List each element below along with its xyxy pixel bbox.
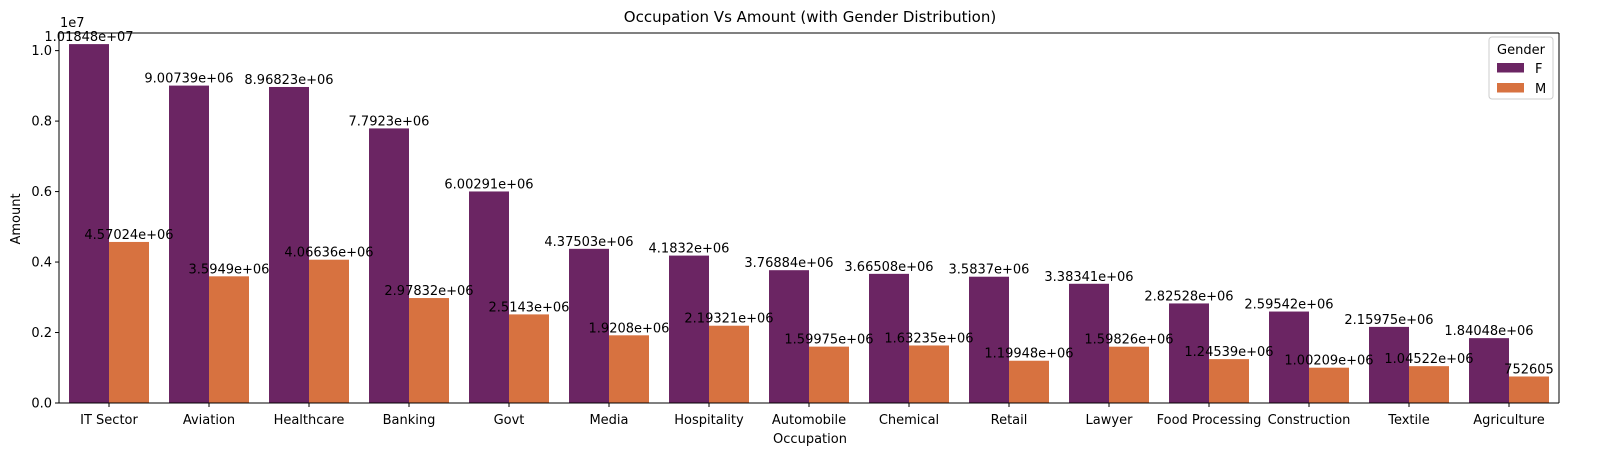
data-label: 2.15975e+06 — [1344, 313, 1433, 328]
bar-m-10 — [1109, 346, 1149, 403]
data-label: 1.84048e+06 — [1444, 324, 1533, 339]
bar-m-9 — [1009, 360, 1049, 403]
bar-f-5 — [569, 248, 609, 403]
bar-f-13 — [1369, 326, 1409, 403]
x-tick-label: Food Processing — [1157, 413, 1262, 428]
data-label: 4.1832e+06 — [649, 242, 730, 257]
data-label: 3.5949e+06 — [189, 262, 270, 277]
y-tick-label: 1.0 — [31, 44, 52, 59]
x-tick-label: Banking — [383, 413, 436, 428]
x-tick-label: Agriculture — [1473, 413, 1545, 428]
data-label: 4.06636e+06 — [284, 246, 373, 261]
bar-f-10 — [1069, 283, 1109, 403]
bar-m-5 — [609, 335, 649, 403]
y-tick-label: 0.2 — [31, 326, 52, 341]
x-axis-label: Occupation — [773, 432, 847, 447]
bar-m-1 — [209, 276, 249, 403]
data-label: 6.00291e+06 — [444, 177, 533, 192]
plot-area: 1.01848e+07 9.00739e+06 8.96823e+06 7.7923e… — [31, 30, 1560, 428]
x-tick-label: Lawyer — [1086, 413, 1134, 428]
data-label: 1.04522e+06 — [1384, 352, 1473, 367]
legend-label: F — [1535, 62, 1542, 77]
data-label: 1.63235e+06 — [884, 331, 973, 346]
data-label: 3.76884e+06 — [744, 256, 833, 271]
bar-f-8 — [869, 273, 909, 403]
x-tick-label: Media — [589, 413, 628, 428]
bar-m-13 — [1409, 366, 1449, 403]
data-label: 3.5837e+06 — [949, 263, 1030, 278]
bar-m-14 — [1509, 376, 1549, 403]
x-tick-label: Healthcare — [274, 413, 345, 428]
bar-f-12 — [1269, 311, 1309, 403]
bar-f-4 — [469, 191, 509, 403]
data-label: 2.97832e+06 — [384, 284, 473, 299]
chart-title: Occupation Vs Amount (with Gender Distri… — [624, 8, 996, 26]
x-tick-label: Aviation — [183, 413, 235, 428]
bar-m-0 — [109, 241, 149, 403]
y-tick-label: 0.8 — [31, 115, 52, 130]
legend-label: M — [1535, 82, 1546, 97]
data-label: 2.82528e+06 — [1144, 289, 1233, 304]
bar-f-2 — [269, 86, 309, 403]
legend: Gender FM — [1488, 36, 1554, 100]
data-label: 1.01848e+07 — [44, 30, 133, 45]
bar-m-7 — [809, 346, 849, 403]
data-label: 4.57024e+06 — [84, 228, 173, 243]
data-label: 1.19948e+06 — [984, 347, 1073, 362]
legend-swatch-f — [1497, 63, 1524, 73]
data-label: 1.59975e+06 — [784, 333, 873, 348]
bar-f-0 — [69, 44, 109, 403]
data-label: 2.5143e+06 — [489, 300, 570, 315]
bar-m-6 — [709, 325, 749, 403]
bar-m-4 — [509, 314, 549, 403]
data-label: 1.00209e+06 — [1284, 354, 1373, 369]
data-label: 7.7923e+06 — [349, 114, 430, 129]
y-axis-label: Amount — [9, 193, 24, 244]
bar-f-14 — [1469, 338, 1509, 403]
x-tick-label: IT Sector — [80, 413, 138, 428]
data-label: 1.59826e+06 — [1084, 333, 1173, 348]
bar-m-2 — [309, 259, 349, 403]
data-label: 3.38341e+06 — [1044, 270, 1133, 285]
bar-f-9 — [969, 276, 1009, 403]
x-tick-label: Automobile — [772, 413, 846, 428]
legend-title: Gender — [1497, 43, 1546, 58]
bar-f-3 — [369, 128, 409, 403]
data-label: 3.66508e+06 — [844, 260, 933, 275]
data-label: 752605 — [1504, 362, 1554, 377]
bar-f-11 — [1169, 303, 1209, 403]
bar-m-8 — [909, 345, 949, 403]
y-tick-label: 0.6 — [31, 185, 52, 200]
data-label: 2.19321e+06 — [684, 312, 773, 327]
data-label: 1.9208e+06 — [589, 321, 670, 336]
data-label: 2.59542e+06 — [1244, 298, 1333, 313]
legend-swatch-m — [1497, 83, 1524, 93]
data-label: 9.00739e+06 — [144, 72, 233, 87]
x-tick-label: Hospitality — [674, 413, 744, 428]
x-tick-label: Chemical — [879, 413, 939, 428]
bar-f-6 — [669, 255, 709, 403]
bar-f-7 — [769, 270, 809, 403]
y-tick-label: 0.4 — [31, 256, 52, 271]
data-label: 4.37503e+06 — [544, 235, 633, 250]
bar-m-11 — [1209, 359, 1249, 403]
x-tick-label: Textile — [1387, 413, 1430, 428]
y-tick-label: 0.0 — [31, 397, 52, 412]
data-label: 8.96823e+06 — [244, 73, 333, 88]
x-tick-label: Construction — [1268, 413, 1351, 428]
bar-m-12 — [1309, 367, 1349, 403]
bar-m-3 — [409, 298, 449, 403]
y-axis-scale-note: 1e7 — [60, 16, 85, 31]
x-tick-label: Retail — [991, 413, 1028, 428]
x-tick-label: Govt — [494, 413, 525, 428]
bar-f-1 — [169, 85, 209, 403]
data-label: 1.24539e+06 — [1184, 345, 1273, 360]
